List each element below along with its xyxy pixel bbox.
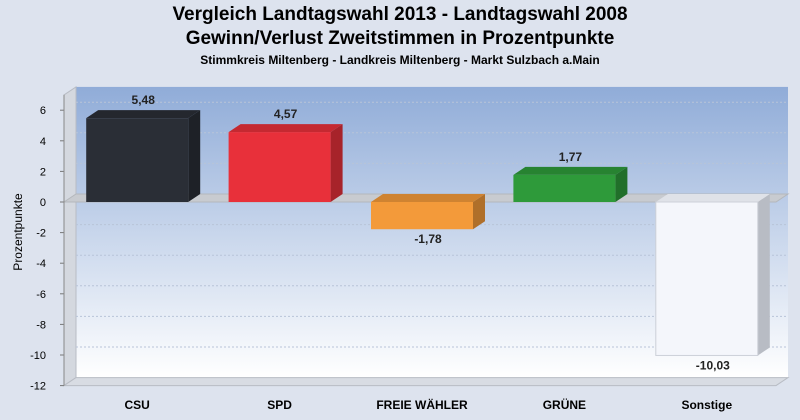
bar-top: [86, 110, 201, 119]
bars: 5,48 4,57 -1,78 1,77 -10,03: [86, 93, 770, 372]
bar-csu: [86, 118, 189, 202]
y-tick-label: 2: [40, 166, 46, 178]
y-axis-label: Prozentpunkte: [11, 193, 25, 271]
y-tick-label: 6: [40, 105, 46, 117]
bar-top: [513, 166, 628, 175]
y-tick-label: -6: [36, 289, 46, 301]
bar-freie-wähler: [371, 202, 473, 230]
bar-side: [330, 124, 343, 202]
data-label: 5,48: [132, 93, 156, 107]
chart-title: Vergleich Landtagswahl 2013 - Landtagswa…: [172, 4, 628, 25]
y-tick-label: 0: [40, 197, 46, 209]
chart-location: Stimmkreis Miltenberg - Landkreis Milten…: [200, 53, 600, 67]
y-tick-label: -4: [36, 258, 46, 270]
bar-grüne: [513, 174, 616, 202]
bar-side: [473, 194, 485, 230]
data-label: 1,77: [559, 150, 583, 164]
bar-side: [615, 166, 628, 202]
x-axis-labels: CSU SPD FREIE WÄHLER GRÜNE Sonstige: [125, 397, 733, 412]
y-tick-label: -8: [36, 319, 46, 331]
chart-subtitle: Gewinn/Verlust Zweitstimmen in Prozentpu…: [185, 28, 615, 49]
bar-spd: [228, 132, 331, 202]
data-label: 4,57: [274, 107, 298, 121]
bar-top: [228, 124, 343, 133]
bar-top: [655, 194, 770, 202]
plot-floor: [62, 377, 790, 387]
bar-sonstige: [655, 201, 759, 356]
x-tick-label: Sonstige: [681, 398, 732, 412]
bar-side: [188, 110, 201, 202]
y-tick-label: 4: [40, 136, 46, 148]
y-tick-label: -10: [30, 350, 46, 362]
data-label: -1,78: [414, 232, 442, 246]
y-tick-label: -12: [30, 381, 46, 393]
x-tick-label: SPD: [267, 398, 292, 412]
x-tick-label: CSU: [125, 398, 150, 412]
y-tick-label: -2: [36, 228, 46, 240]
y-axis: 6 4 2 0 -2 -4 -6 -8 -10 -12: [30, 94, 65, 393]
bar-side: [757, 194, 770, 356]
bar-top: [371, 194, 485, 202]
data-label: -10,03: [696, 358, 730, 372]
x-tick-label: GRÜNE: [543, 397, 586, 412]
plot-side-wall: [63, 85, 77, 387]
x-tick-label: FREIE WÄHLER: [376, 397, 468, 412]
